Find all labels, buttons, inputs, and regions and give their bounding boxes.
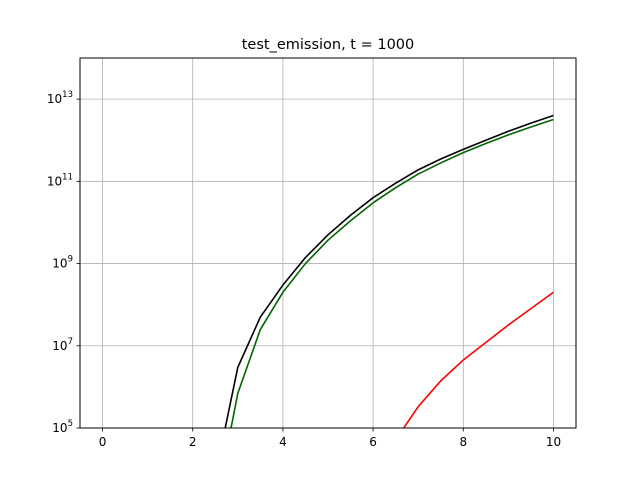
y-tick-label: 109: [52, 255, 73, 271]
y-tick-exponent: 7: [68, 337, 73, 347]
y-tick-base: 10: [52, 339, 67, 353]
y-tick-exponent: 5: [68, 419, 73, 429]
y-tick-label: 1011: [47, 172, 73, 188]
x-tick-label: 0: [99, 435, 107, 449]
chart-title: test_emission, t = 1000: [242, 37, 415, 53]
x-tick-label: 2: [189, 435, 197, 449]
x-tick-label: 8: [459, 435, 467, 449]
y-tick-label: 107: [52, 337, 73, 353]
x-tick-label: 4: [279, 435, 287, 449]
y-tick-base: 10: [52, 257, 67, 271]
y-tick-label: 105: [52, 419, 73, 435]
series-line-3: [403, 291, 554, 428]
x-tick-label: 10: [546, 435, 561, 449]
x-tick-label: 6: [369, 435, 377, 449]
y-tick-base: 10: [47, 174, 62, 188]
plot-frame: [79, 57, 577, 429]
y-tick-base: 10: [47, 92, 62, 106]
series-line-2: [230, 118, 554, 428]
y-tick-exponent: 11: [62, 172, 73, 182]
y-tick-label: 1013: [47, 90, 73, 106]
y-tick-base: 10: [52, 421, 67, 435]
series-layer: [224, 114, 554, 428]
y-tick-exponent: 13: [62, 90, 73, 100]
y-tick-exponent: 9: [68, 255, 73, 265]
series-line-1: [224, 114, 554, 428]
